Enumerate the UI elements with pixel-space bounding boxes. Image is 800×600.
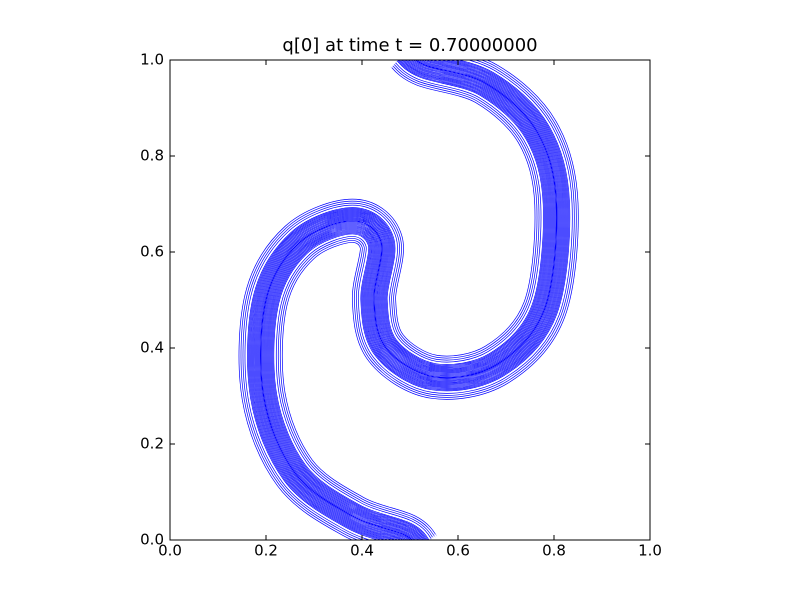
y-tick-label: 1.0 (140, 51, 164, 69)
contour-set (238, 60, 579, 540)
y-tick-label: 0.0 (140, 531, 164, 549)
x-tick-label: 0.0 (158, 542, 182, 560)
y-tick-label: 0.8 (140, 147, 164, 165)
x-tick-label: 0.4 (350, 542, 374, 560)
x-tick-label: 0.6 (446, 542, 470, 560)
x-tick-label: 0.2 (254, 542, 278, 560)
x-tick-label: 0.8 (542, 542, 566, 560)
y-tick-label: 0.2 (140, 435, 164, 453)
plot-frame (169, 59, 651, 541)
y-tick-label: 0.4 (140, 339, 164, 357)
contour-line (260, 60, 558, 540)
chart-title: q[0] at time t = 0.70000000 (282, 35, 537, 56)
x-tick-label: 1.0 (638, 542, 662, 560)
y-tick-label: 0.6 (140, 243, 164, 261)
